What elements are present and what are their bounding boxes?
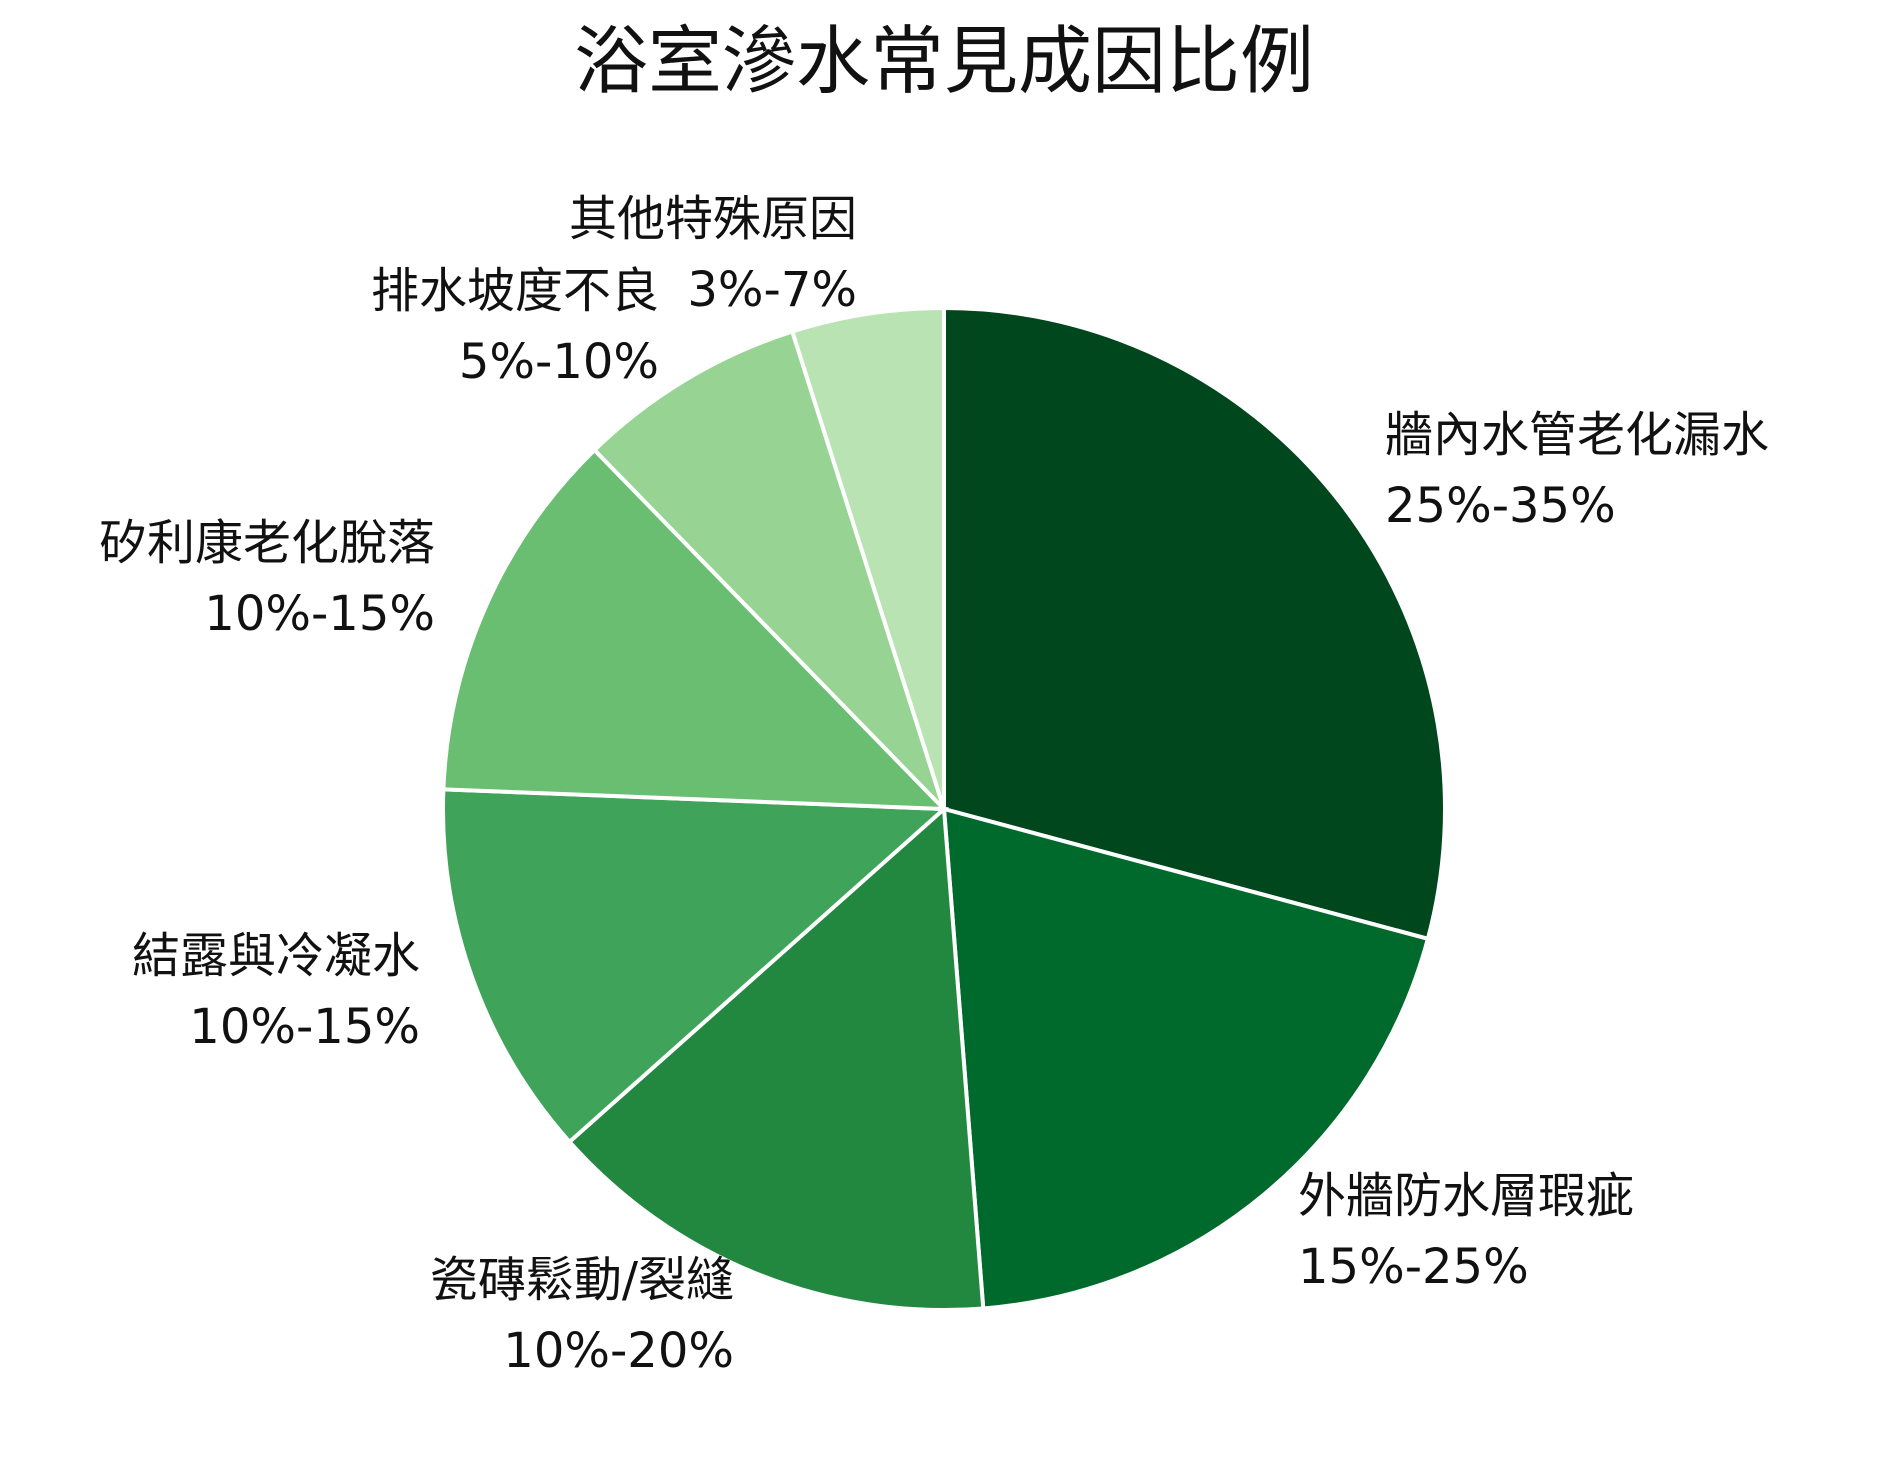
value-label: 15%-25% bbox=[1298, 1239, 1529, 1295]
value-label: 3%-7% bbox=[687, 262, 857, 318]
pie-slice bbox=[566, 804, 986, 1312]
value-label: 10%-15% bbox=[204, 586, 435, 642]
slice-label: 牆內水管老化漏水 bbox=[1385, 407, 1769, 463]
slice-label: 矽利康老化脫落 bbox=[99, 515, 435, 571]
pie-slice bbox=[941, 806, 1431, 1311]
value-label: 25%-35% bbox=[1385, 478, 1616, 534]
slice-label: 外牆防水層瑕疵 bbox=[1298, 1168, 1634, 1224]
pie-slice bbox=[789, 305, 946, 810]
slice-label: 排水坡度不良 bbox=[371, 263, 659, 319]
value-label: 10%-20% bbox=[503, 1323, 734, 1379]
slice-label: 其他特殊原因 bbox=[569, 191, 857, 247]
slice-label: 瓷磚鬆動/裂縫 bbox=[430, 1252, 734, 1308]
pie-slice bbox=[441, 787, 950, 1145]
pie-slice bbox=[441, 447, 949, 812]
value-label: 5%-10% bbox=[459, 334, 659, 390]
chart-title: 浴室滲水常見成因比例 bbox=[574, 19, 1314, 105]
value-label: 10%-15% bbox=[189, 999, 420, 1055]
slice-label: 結露與冷凝水 bbox=[132, 928, 420, 984]
pie-slice bbox=[942, 305, 1447, 942]
pie-slice bbox=[591, 328, 946, 811]
